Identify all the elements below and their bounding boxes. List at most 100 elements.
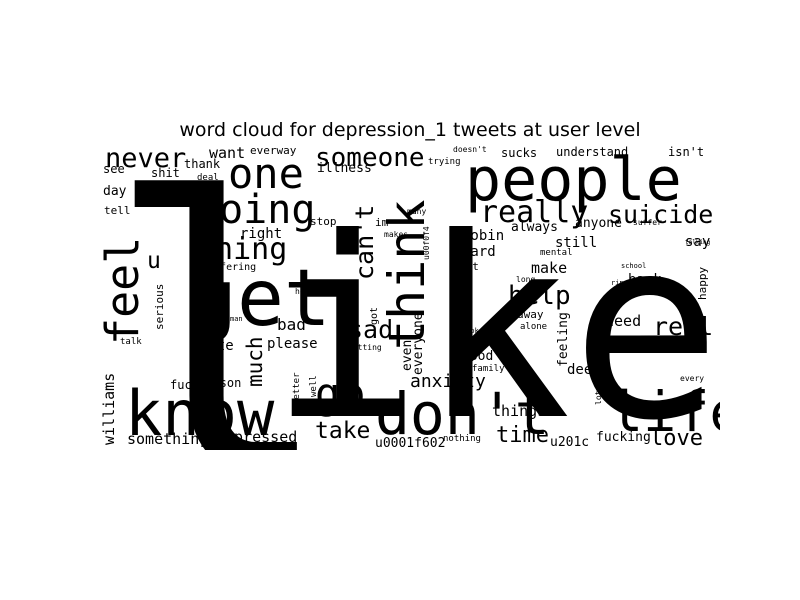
word-60: isn't: [668, 145, 705, 159]
word-55: everyone: [411, 312, 426, 375]
word-52: person: [198, 376, 242, 390]
word-90: hope: [295, 287, 315, 296]
word-15: thing: [197, 232, 288, 267]
word-13: really: [480, 195, 589, 230]
word-89: many: [407, 207, 427, 216]
word-83: nothing: [443, 434, 481, 444]
word-14: suicide: [608, 200, 714, 229]
word-78: alone: [520, 322, 548, 332]
word-80: family: [472, 364, 505, 374]
word-99: lot: [594, 390, 603, 405]
word-98: u00f0f4: [422, 226, 431, 260]
word-18: never: [105, 145, 187, 174]
word-20: real: [653, 312, 714, 341]
word-47: deep: [567, 362, 601, 378]
word-3: people: [465, 145, 682, 215]
word-4: know: [125, 377, 275, 450]
word-64: thank: [184, 157, 221, 171]
word-17: can't: [350, 204, 379, 280]
word-43: still: [555, 235, 598, 251]
word-16: someone: [315, 145, 425, 173]
word-33: bad: [277, 315, 306, 334]
word-36: hard: [462, 244, 496, 260]
word-87: suffer: [633, 218, 662, 227]
word-19: help: [508, 281, 571, 311]
word-40: hate: [200, 338, 234, 354]
word-79: mental: [540, 248, 573, 258]
word-92: getting: [348, 343, 382, 352]
word-8: feel: [100, 236, 149, 345]
word-97: talking: [685, 239, 711, 246]
word-29: depressed: [216, 428, 298, 446]
word-38: right: [240, 226, 283, 242]
word-75: lol: [197, 182, 214, 192]
word-2: ike: [270, 184, 720, 451]
word-24: time: [496, 423, 549, 448]
word-25: love: [650, 426, 703, 450]
word-95: long: [516, 275, 536, 284]
word-56: feeling: [556, 312, 571, 367]
word-91: man: [230, 315, 243, 323]
word-34: need: [605, 312, 642, 330]
word-96: look: [462, 327, 479, 335]
word-27: u: [147, 248, 161, 274]
word-77: talk: [120, 337, 142, 347]
word-cloud: likepeopleknowdon'tgetlifefeelthinkgoing…: [100, 145, 720, 450]
word-5: don't: [375, 380, 550, 448]
word-41: say: [685, 234, 711, 250]
word-53: fuck: [170, 378, 199, 392]
word-22: much: [243, 336, 267, 387]
word-94: rip: [611, 279, 624, 287]
word-57: illness: [317, 161, 372, 176]
word-73: suffering: [202, 262, 257, 273]
word-63: shit: [151, 166, 180, 180]
word-61: day: [103, 184, 127, 199]
word-32: make: [531, 259, 568, 277]
word-81: better: [292, 372, 302, 405]
word-65: everway: [250, 145, 297, 157]
word-30: something: [127, 430, 209, 448]
word-86: doesn't: [453, 145, 487, 154]
word-93: school: [621, 262, 647, 270]
word-66: tell: [104, 204, 131, 217]
word-69: let: [459, 260, 479, 273]
word-68: im: [375, 216, 389, 229]
word-48: today: [634, 337, 674, 352]
word-37: want: [209, 145, 246, 162]
word-26: anxiety: [410, 371, 486, 392]
word-71: happy: [696, 266, 709, 300]
word-44: anyone: [575, 216, 622, 231]
word-31: things: [492, 402, 547, 420]
word-76: deal: [197, 173, 219, 183]
word-23: take: [315, 418, 371, 444]
word-7: life: [610, 380, 720, 444]
word-62: see: [103, 162, 125, 176]
word-28: williams: [100, 372, 118, 445]
word-85: trying: [428, 157, 461, 167]
word-1: l: [105, 145, 334, 451]
word-45: always: [511, 220, 558, 235]
word-21: sad: [348, 315, 394, 344]
word-72: serious: [153, 283, 166, 330]
word-11: one: [228, 149, 304, 198]
word-70: away: [517, 308, 544, 321]
word-82: well: [309, 375, 319, 397]
word-59: sucks: [501, 146, 538, 160]
word-58: understand: [556, 145, 629, 159]
word-12: go: [315, 369, 366, 418]
word-51: u0001f602: [375, 436, 446, 450]
chart-title: word cloud for depression_1 tweets at us…: [179, 119, 641, 141]
word-84: every: [680, 374, 705, 383]
word-49: fucking: [596, 430, 651, 445]
word-46: good: [462, 349, 494, 364]
word-74: got: [369, 306, 380, 325]
word-39: please: [267, 336, 318, 352]
word-50: u201c: [550, 435, 590, 450]
word-6: get: [190, 254, 331, 344]
word-35: robin: [462, 228, 505, 244]
word-88: makes: [384, 230, 409, 239]
word-10: going: [195, 187, 316, 233]
word-67: stop: [310, 215, 337, 228]
word-42: back: [628, 272, 662, 288]
